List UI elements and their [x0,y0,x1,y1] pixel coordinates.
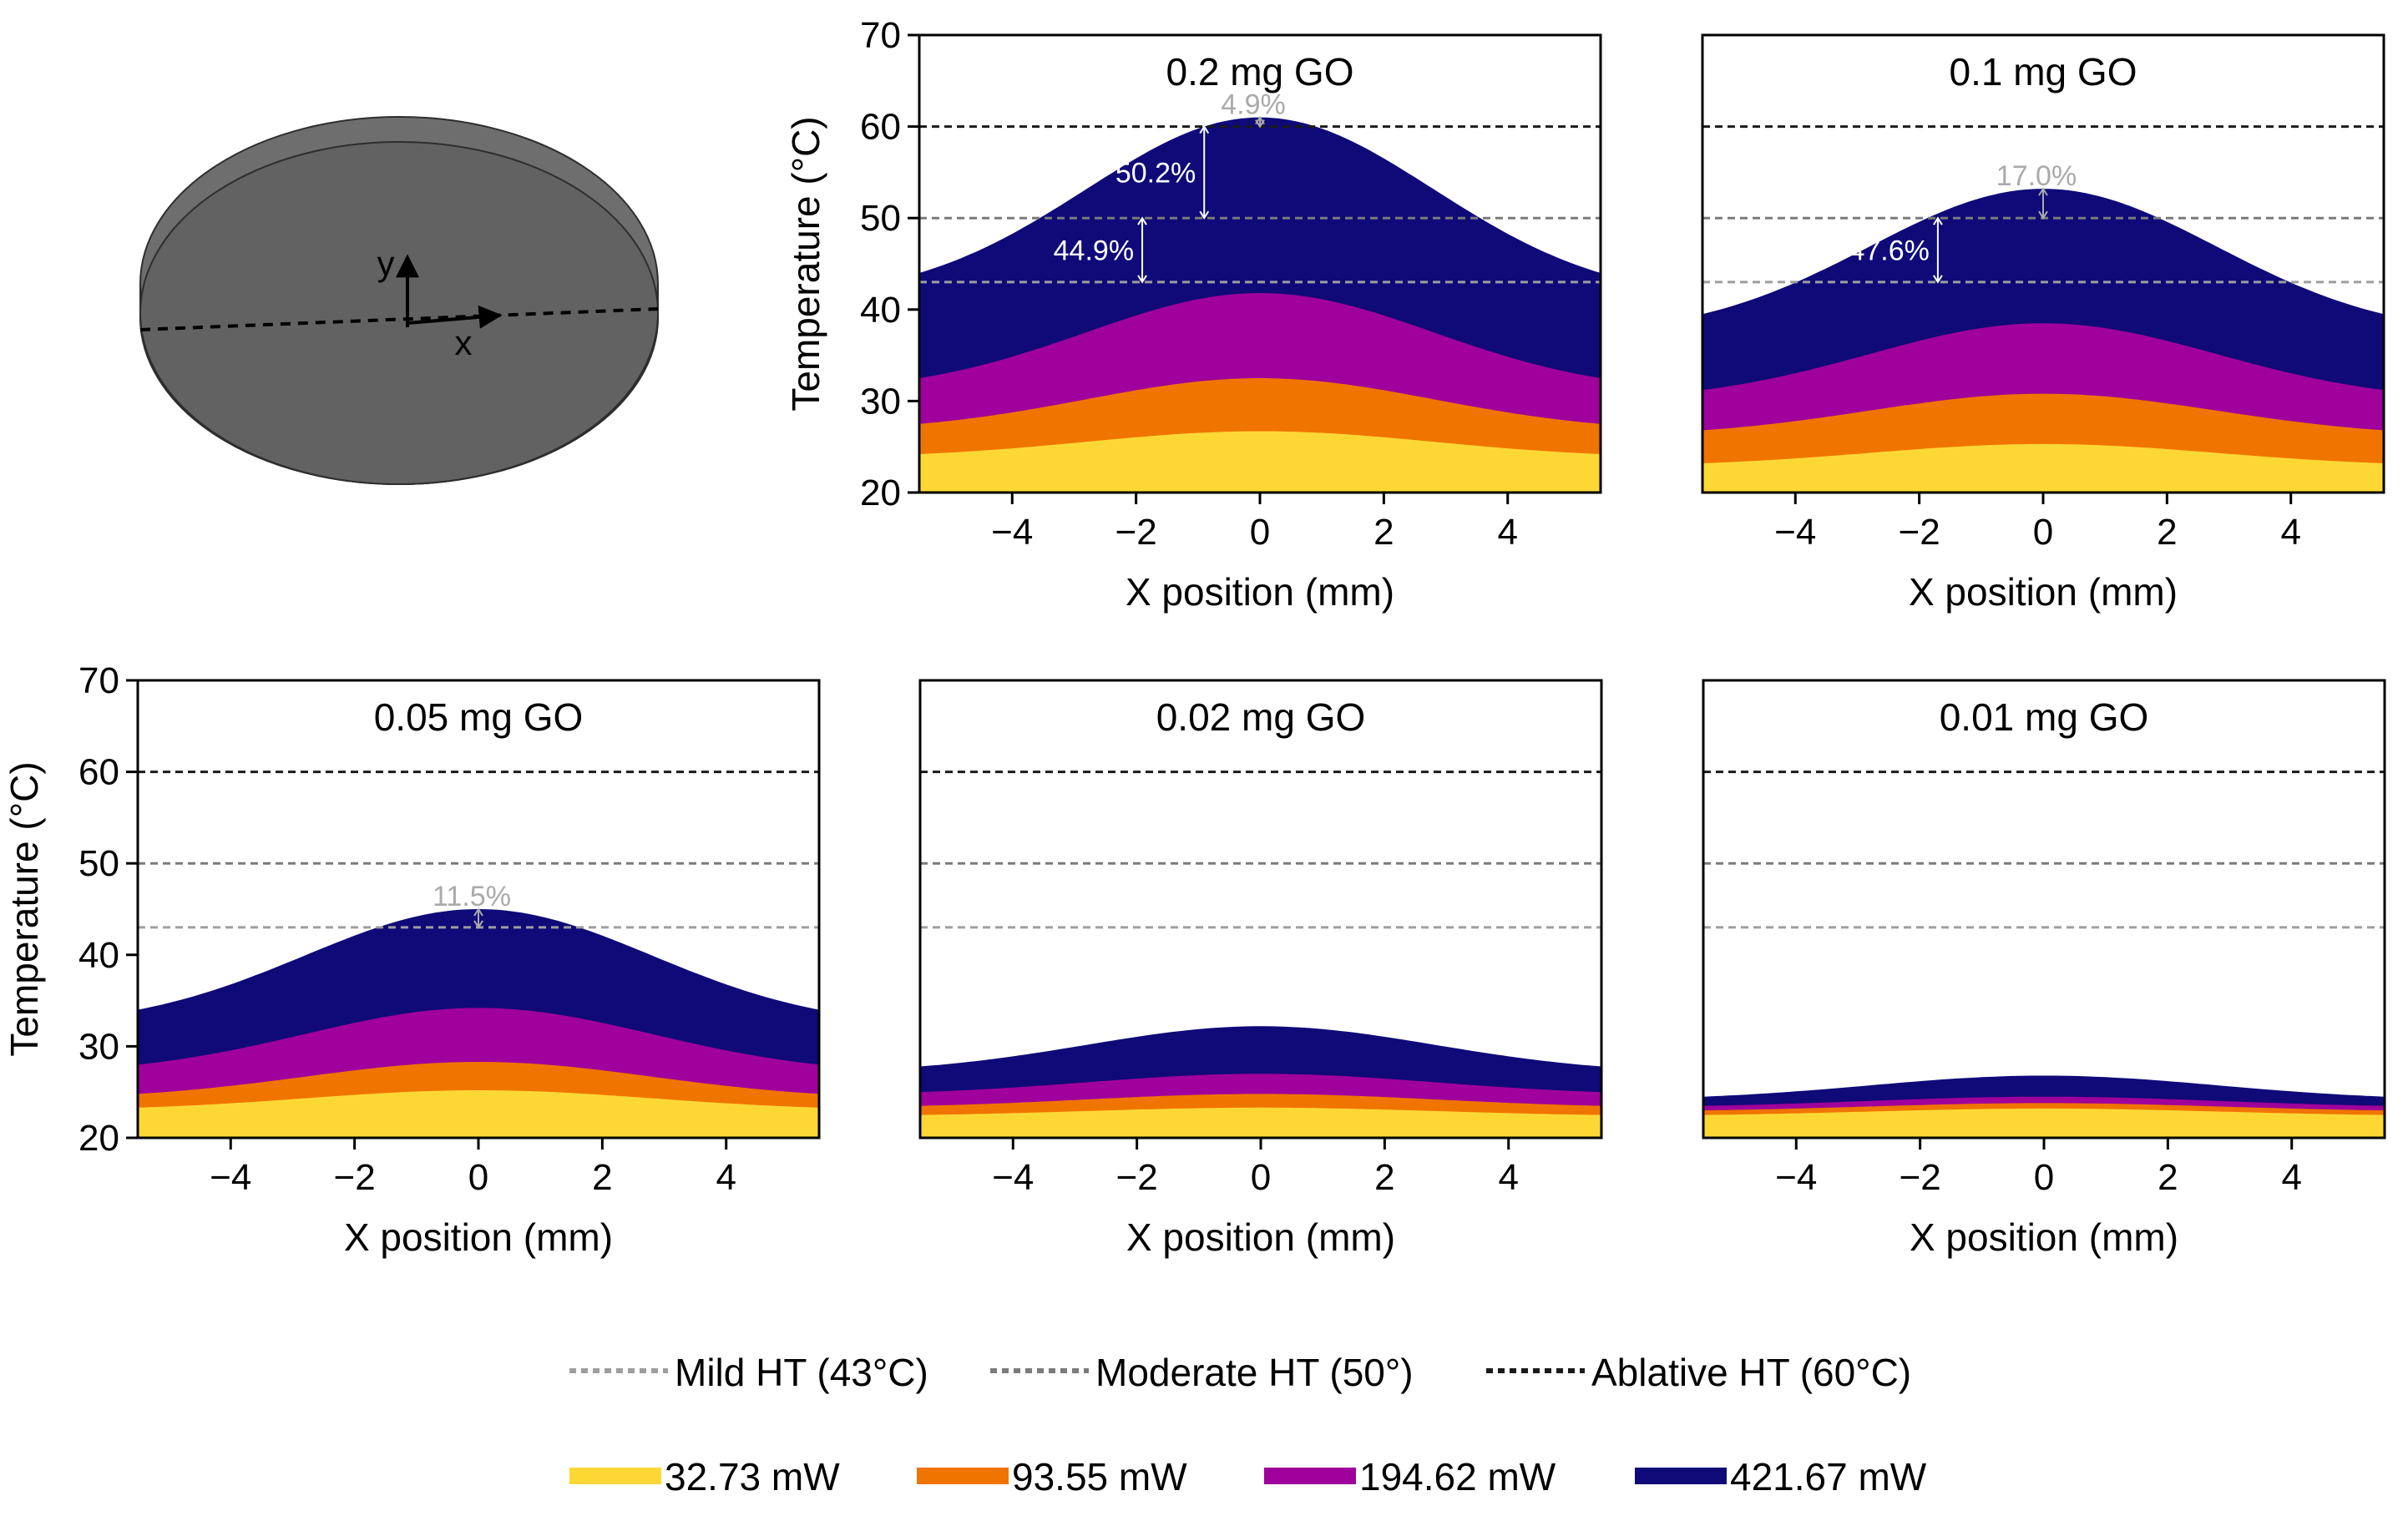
area-32-73-mw [919,431,1601,493]
panel-title: 0.01 mg GO [1940,695,2149,739]
x-axis-title: X position (mm) [1910,1215,2178,1259]
annotation-arrowhead-bottom-1 [1933,275,1943,284]
annotation-arrowhead-top-1 [1199,124,1210,134]
y-tick-label: 40 [860,290,901,331]
annotation-label-1: 47.6% [1849,235,1929,267]
y-tick-label: 50 [860,198,901,239]
panel-0.05mg-go: 11.5% 0.05 mg GO −4 −2 0 2 4 X position (mm) 20 3… [3,660,821,1259]
x-tick-label: 0 [1250,512,1270,553]
disc-face [139,141,659,485]
x-tick-label: 4 [1498,1157,1518,1198]
annotation-arrowhead-bottom-0 [2038,210,2048,220]
x-tick-label: 2 [1373,512,1394,553]
x-tick-label: −2 [334,1157,376,1198]
panel-title: 0.02 mg GO [1156,695,1366,739]
legend-ablative-label: Ablative HT (60°C) [1591,1351,1911,1394]
annotation-arrowhead-top-1 [1933,216,1943,225]
x-axis-title: X position (mm) [1126,570,1394,614]
panel-title: 0.05 mg GO [374,695,584,739]
x-tick-label: −4 [1775,1157,1817,1198]
y-tick-label: 20 [860,472,901,513]
y-tick-label: 60 [78,752,119,793]
legend-421mw-label: 421.67 mW [1730,1455,1927,1498]
x-axis-arrow [407,305,503,329]
panel-title: 0.1 mg GO [1950,50,2137,93]
x-tick-label: −4 [992,1157,1034,1198]
y-tick-label: 40 [78,935,119,976]
x-tick-label: 0 [468,1157,488,1198]
y-tick-label: 50 [78,843,119,884]
legend-194mw-label: 194.62 mW [1359,1455,1556,1498]
x-tick-label: −4 [991,512,1033,553]
x-tick-label: 0 [1251,1157,1271,1198]
legend-32mw-swatch [569,1468,661,1484]
y-tick-label: 20 [78,1118,119,1159]
panel-title: 0.2 mg GO [1166,50,1354,93]
x-tick-label: −2 [1899,512,1940,553]
area-32-73-mw [1702,443,2384,493]
x-tick-label: 4 [716,1157,736,1198]
panel-0.2mg-go: 4.9% 50.2% 44.9% 0.2 mg GO −4 −2 0 2 4 X position… [784,15,1602,614]
annotation-arrowhead-bottom-2 [1137,275,1147,284]
y-tick-label: 30 [78,1026,119,1067]
annotation-label-1: 50.2% [1115,157,1196,189]
disc-diagram: y x [139,116,660,485]
x-tick-label: 4 [2281,1157,2301,1198]
annotation-arrowhead-top-2 [1137,216,1147,225]
x-tick-label: −4 [1774,512,1816,553]
legend-194mw-swatch [1264,1468,1356,1484]
threshold-legend: Mild HT (43°C) Moderate HT (50°) Ablativ… [569,1351,1911,1394]
x-tick-label: 2 [2158,1157,2178,1198]
annotation-arrowhead-bottom-0 [1255,119,1265,129]
legend-moderate-label: Moderate HT (50°) [1095,1351,1414,1394]
area-32-73-mw [138,1090,819,1138]
annotation-label-2: 44.9% [1054,235,1134,267]
annotation-label-0: 17.0% [1996,160,2077,192]
annotation-arrowhead-top-0 [2038,187,2048,196]
x-tick-label: 2 [592,1157,612,1198]
x-axis-title: X position (mm) [344,1215,613,1259]
x-tick-label: 0 [2033,512,2053,553]
legend-421mw-swatch [1635,1468,1727,1484]
x-tick-label: 4 [2280,512,2300,553]
panel-0.1mg-go: 17.0% 47.6% 0.1 mg GO −4 −2 0 2 4 X position (mm… [1701,33,2385,614]
y-tick-label: 70 [860,15,901,56]
x-tick-label: 4 [1497,512,1517,553]
y-axis-title: Temperature (°C) [784,116,827,411]
x-axis-label: x [455,323,473,362]
annotation-arrowhead-bottom-0 [473,920,483,929]
x-tick-label: 2 [2157,512,2177,553]
area-32-73-mw [920,1107,1601,1138]
y-axis-label: y [377,244,395,283]
x-tick-label: −2 [1116,1157,1158,1198]
annotation-label-0: 11.5% [433,881,511,912]
x-tick-label: 2 [1374,1157,1394,1198]
y-tick-label: 60 [860,107,901,148]
legend-93mw-swatch [917,1468,1009,1484]
legend-mild-label: Mild HT (43°C) [675,1351,928,1394]
x-tick-label: −2 [1900,1157,1941,1198]
legend-32mw-label: 32.73 mW [665,1455,840,1498]
legend-93mw-label: 93.55 mW [1012,1455,1187,1498]
x-axis-title: X position (mm) [1126,1215,1395,1259]
panel-0.02mg-go: 0.02 mg GO −4 −2 0 2 4 X position (mm) [918,679,1603,1259]
annotation-arrowhead-top-0 [473,907,483,917]
power-legend: 32.73 mW 93.55 mW 194.62 mW 421.67 mW [569,1455,1927,1498]
x-tick-label: 0 [2034,1157,2054,1198]
plot-frame [1702,679,2386,1140]
x-axis-title: X position (mm) [1909,570,2178,614]
panel-0.01mg-go: 0.01 mg GO −4 −2 0 2 4 X position (mm) [1702,679,2386,1259]
y-axis-title: Temperature (°C) [3,761,46,1056]
x-tick-label: −2 [1115,512,1157,553]
y-tick-label: 70 [78,660,119,701]
area-32-73-mw [1703,1108,2385,1138]
x-tick-label: −4 [210,1157,251,1198]
y-tick-label: 30 [860,381,901,422]
annotation-arrowhead-bottom-1 [1199,210,1210,220]
annotation-label-0: 4.9% [1221,89,1286,121]
